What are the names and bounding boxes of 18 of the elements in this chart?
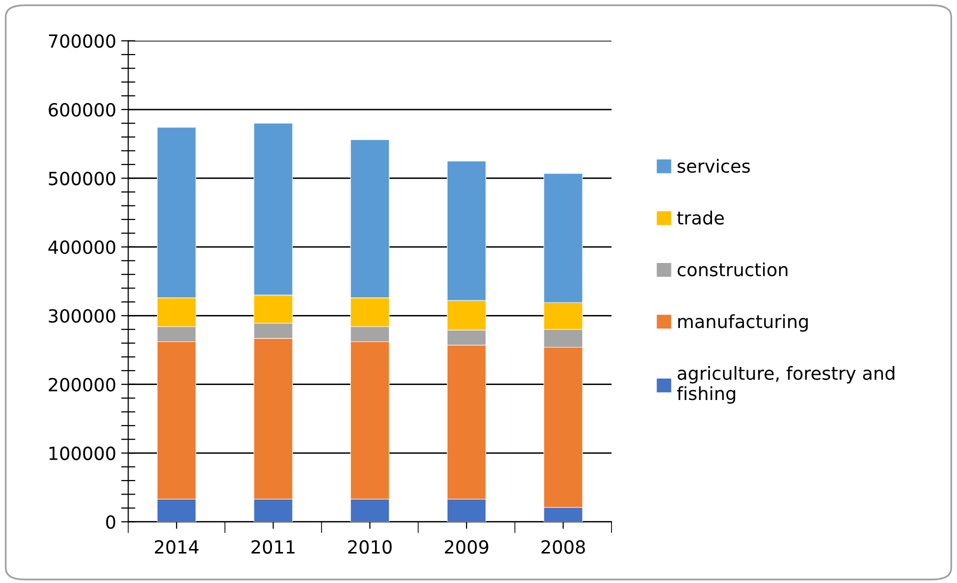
y-tick-label: 100000 xyxy=(49,446,116,460)
x-tick-label: 2008 xyxy=(542,540,585,554)
legend-label: services xyxy=(678,158,750,173)
x-tick-label: 2014 xyxy=(154,540,199,554)
x-tick-label: 2009 xyxy=(444,540,488,554)
y-tick-label: 0 xyxy=(106,515,116,529)
legend-label: trade xyxy=(677,210,724,225)
x-tick-label: 2010 xyxy=(348,540,392,554)
legend-label: agriculture, forestry and fishing xyxy=(677,366,894,404)
legend-label: manufacturing xyxy=(678,314,808,332)
legend-label: construction xyxy=(678,262,788,276)
x-tick-label: 2011 xyxy=(252,540,295,554)
y-tick-label: 500000 xyxy=(48,172,116,186)
y-tick-label: 200000 xyxy=(48,378,116,392)
y-tick-label: 600000 xyxy=(48,102,116,117)
y-tick-label: 300000 xyxy=(48,309,116,323)
y-tick-label: 700000 xyxy=(48,34,116,48)
y-tick-label: 400000 xyxy=(48,240,116,254)
